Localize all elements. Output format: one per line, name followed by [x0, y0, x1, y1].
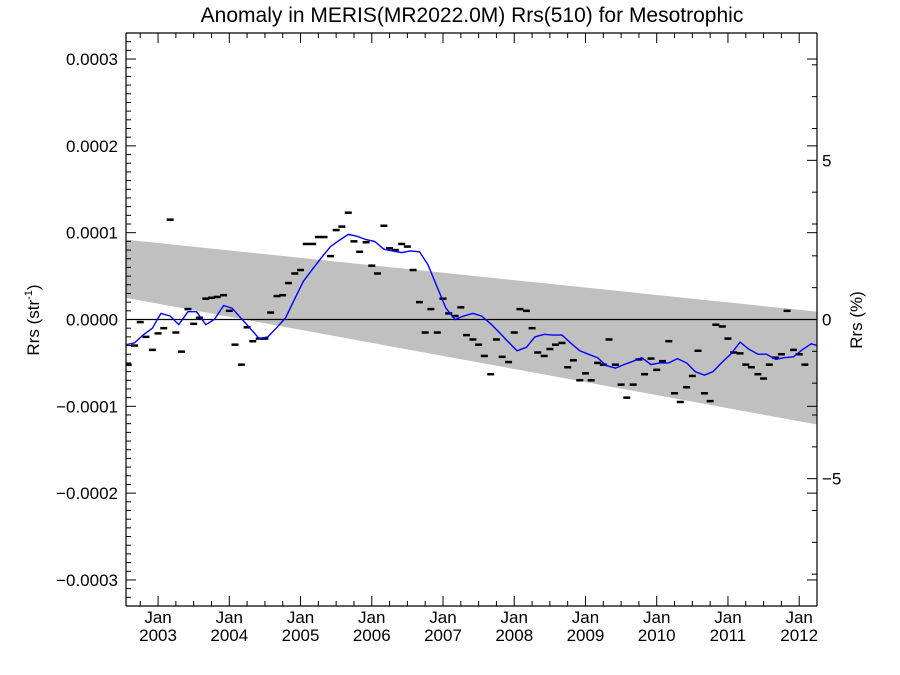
x-tick-label-year: 2006 [353, 626, 391, 645]
confidence-band [126, 239, 817, 425]
y2-axis-label: Rrs (%) [847, 291, 866, 349]
x-tick-label-month: Jan [572, 608, 599, 627]
y2-tick-label: −5 [822, 470, 841, 489]
y-tick-label: −0.0001 [56, 397, 118, 416]
plot-area [126, 211, 817, 425]
x-tick-label-month: Jan [216, 608, 243, 627]
x-tick-label-year: 2004 [210, 626, 248, 645]
x-tick-label-month: Jan [643, 608, 670, 627]
x-tick-label-month: Jan [144, 608, 171, 627]
y2-tick-label: 0 [822, 311, 831, 330]
x-tick-label-year: 2008 [495, 626, 533, 645]
y-tick-label: 0.0002 [66, 137, 118, 156]
x-tick-label-month: Jan [501, 608, 528, 627]
x-tick-label-year: 2007 [424, 626, 462, 645]
axes: 0.0003 0.0002 0.0001 0.0000 −0.0001 −0.0002 −0… [56, 32, 841, 645]
y2-tick-label: 5 [822, 151, 831, 170]
x-tick-label-year: 2003 [139, 626, 177, 645]
x-tick-label-month: Jan [358, 608, 385, 627]
x-tick-label-year: 2011 [710, 626, 747, 645]
x-tick-label-month: Jan [714, 608, 741, 627]
x-tick-label-month: Jan [429, 608, 456, 627]
chart-title: Anomaly in MERIS(MR2022.0M) Rrs(510) for… [201, 4, 744, 27]
y-tick-label: 0.0000 [66, 311, 118, 330]
y-tick-label: −0.0002 [56, 484, 118, 503]
y-tick-label: 0.0001 [66, 224, 118, 243]
x-tick-label-month: Jan [785, 608, 812, 627]
x-tick-label-year: 2010 [638, 626, 676, 645]
y-axis-label: Rrs (str-1) [23, 284, 43, 355]
y-tick-label: 0.0003 [66, 50, 118, 69]
y-axis-label-close: ) [24, 284, 43, 290]
y-axis-label-superscript: -1 [23, 290, 35, 300]
x-tick-label-month: Jan [287, 608, 314, 627]
x-tick-label-year: 2005 [282, 626, 320, 645]
smooth-trend-line [126, 233, 817, 376]
y-tick-label: −0.0003 [56, 571, 118, 590]
x-tick-label-year: 2009 [567, 626, 605, 645]
x-tick-label-year: 2012 [780, 626, 818, 645]
